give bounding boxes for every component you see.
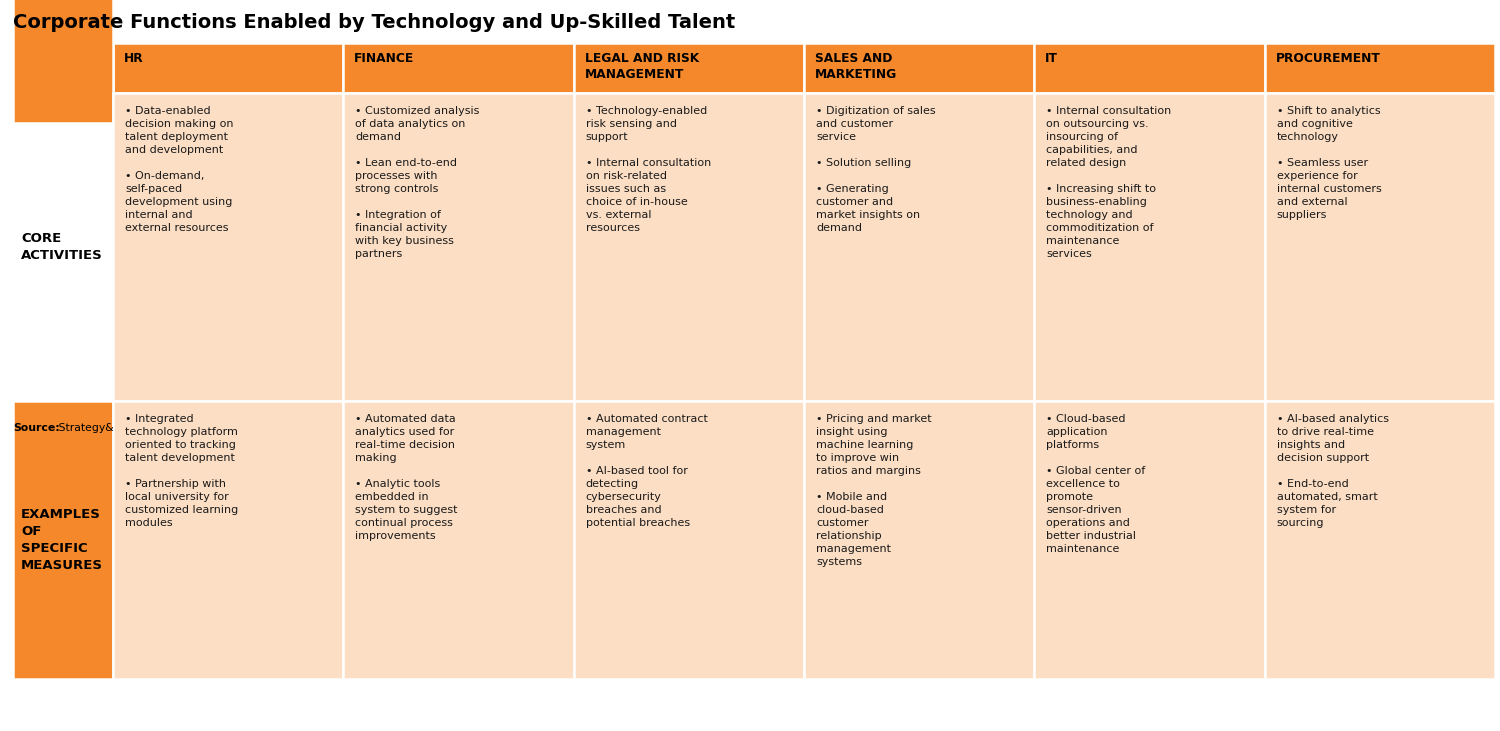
Text: IT: IT (1046, 52, 1059, 65)
Text: • Technology-enabled
risk sensing and
support

• Internal consultation
on risk-r: • Technology-enabled risk sensing and su… (585, 106, 711, 233)
Text: • AI-based analytics
to drive real-time
insights and
decision support

• End-to-: • AI-based analytics to drive real-time … (1276, 414, 1389, 529)
Bar (112, 93, 344, 401)
Text: CORE
ACTIVITIES: CORE ACTIVITIES (21, 232, 102, 262)
Bar (573, 401, 804, 679)
Bar (1264, 93, 1496, 401)
Bar (1264, 93, 1496, 401)
Text: • Pricing and market
insight using
machine learning
to improve win
ratios and ma: • Pricing and market insight using machi… (816, 414, 932, 567)
Text: • Automated contract
management
system

• AI-based tool for
detecting
cybersecur: • Automated contract management system •… (585, 414, 708, 529)
Text: SALES AND
MARKETING: SALES AND MARKETING (815, 52, 897, 80)
Text: • Integrated
technology platform
oriented to tracking
talent development

• Part: • Integrated technology platform oriente… (124, 414, 238, 529)
Text: • Digitization of sales
and customer
service

• Solution selling

• Generating
c: • Digitization of sales and customer ser… (816, 106, 936, 233)
Text: HR: HR (124, 52, 144, 65)
Bar (804, 401, 1035, 679)
Bar (1035, 401, 1264, 679)
Bar (804, 93, 1035, 401)
Bar (1035, 93, 1264, 401)
Text: Source:: Source: (13, 423, 60, 433)
Bar (573, 93, 804, 401)
Text: PROCUREMENT: PROCUREMENT (1275, 52, 1380, 65)
Bar (112, 401, 344, 679)
Bar (1035, 43, 1264, 93)
Bar (1264, 401, 1496, 679)
Bar (13, 401, 112, 679)
Bar (1264, 43, 1496, 93)
Text: • Automated data
analytics used for
real-time decision
making

• Analytic tools
: • Automated data analytics used for real… (356, 414, 458, 542)
Bar (112, 401, 344, 679)
Bar (573, 43, 804, 93)
Text: FINANCE: FINANCE (354, 52, 414, 65)
Bar (344, 401, 573, 679)
Bar (1035, 401, 1264, 679)
Bar (344, 43, 573, 93)
Bar (344, 401, 573, 679)
Text: Strategy&: Strategy& (56, 423, 114, 433)
Bar (573, 401, 804, 679)
Bar (344, 93, 573, 401)
Bar (344, 93, 573, 401)
Text: • Data-enabled
decision making on
talent deployment
and development

• On-demand: • Data-enabled decision making on talent… (124, 106, 234, 233)
Bar (804, 43, 1035, 93)
Text: LEGAL AND RISK
MANAGEMENT: LEGAL AND RISK MANAGEMENT (585, 52, 699, 80)
Text: • Cloud-based
application
platforms

• Global center of
excellence to
promote
se: • Cloud-based application platforms • Gl… (1047, 414, 1146, 554)
Bar (112, 43, 344, 93)
Text: • Internal consultation
on outsourcing vs.
insourcing of
capabilities, and
relat: • Internal consultation on outsourcing v… (1047, 106, 1172, 260)
Bar (112, 93, 344, 401)
Text: • Customized analysis
of data analytics on
demand

• Lean end-to-end
processes w: • Customized analysis of data analytics … (356, 106, 480, 260)
Bar (804, 93, 1035, 401)
Bar (1035, 93, 1264, 401)
Text: EXAMPLES
OF
SPECIFIC
MEASURES: EXAMPLES OF SPECIFIC MEASURES (21, 508, 104, 572)
Bar (1264, 401, 1496, 679)
Bar (13, 43, 112, 93)
Bar (804, 401, 1035, 679)
Bar (13, 0, 112, 123)
Text: • Shift to analytics
and cognitive
technology

• Seamless user
experience for
in: • Shift to analytics and cognitive techn… (1276, 106, 1382, 220)
Bar (573, 93, 804, 401)
Text: Corporate Functions Enabled by Technology and Up-Skilled Talent: Corporate Functions Enabled by Technolog… (13, 13, 735, 32)
